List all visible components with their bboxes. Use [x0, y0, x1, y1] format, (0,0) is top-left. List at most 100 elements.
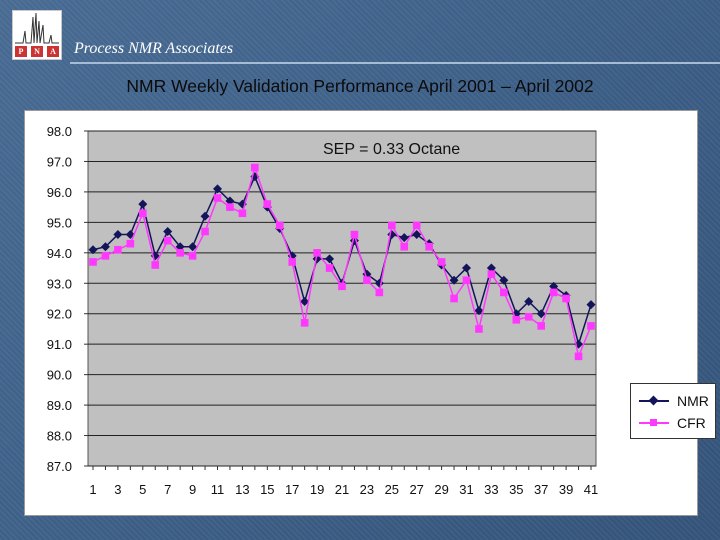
y-tick-label: 93.0 [47, 276, 72, 291]
data-point-cfr [388, 221, 396, 230]
legend-item-cfr: CFR [639, 414, 713, 432]
logo-letter-n: N [31, 46, 43, 57]
data-point-cfr [475, 325, 483, 333]
x-tick-label: 3 [114, 482, 121, 497]
header-divider [70, 62, 720, 64]
data-point-cfr [524, 312, 533, 321]
data-point-cfr [163, 236, 172, 245]
company-logo: P N A [12, 10, 62, 60]
y-tick-label: 94.0 [47, 246, 72, 261]
legend-label-nmr: NMR [677, 393, 709, 409]
y-tick-label: 97.0 [47, 154, 72, 169]
x-tick-label: 9 [189, 482, 196, 497]
data-point-cfr [437, 258, 446, 266]
y-tick-label: 92.0 [47, 307, 72, 322]
data-point-cfr [114, 245, 122, 254]
data-point-cfr [412, 221, 421, 230]
data-point-nmr [499, 275, 509, 285]
data-point-nmr [125, 230, 135, 240]
x-tick-label: 29 [434, 482, 448, 497]
x-tick-label: 11 [211, 482, 225, 497]
chart-panel: 98.0 97.0 96.0 95.0 94.0 93.0 92.0 91.0 90.0 89.0… [24, 110, 716, 516]
data-point-cfr [574, 352, 583, 361]
data-point-cfr [139, 209, 147, 218]
data-point-cfr [126, 239, 135, 248]
y-tick-label: 89.0 [47, 398, 72, 413]
x-tick-label: 37 [534, 482, 548, 497]
x-tick-label: 41 [584, 482, 598, 497]
data-point-nmr [100, 242, 110, 252]
data-point-cfr [500, 288, 508, 297]
x-tick-label: 7 [164, 482, 171, 497]
y-tick-label: 98.0 [47, 124, 72, 139]
data-point-cfr [226, 203, 234, 211]
logo-letter-a: A [47, 46, 59, 57]
data-point-cfr [300, 319, 309, 327]
data-point-cfr [450, 294, 458, 303]
data-point-cfr [462, 276, 471, 285]
data-point-nmr [138, 199, 148, 209]
data-point-nmr [175, 242, 185, 252]
x-tick-label: 19 [310, 482, 324, 497]
data-point-cfr [400, 242, 409, 251]
data-point-cfr [238, 209, 247, 218]
data-point-nmr [412, 230, 422, 240]
x-tick-label: 21 [335, 482, 349, 497]
data-point-nmr [213, 184, 222, 194]
data-point-cfr [213, 194, 222, 202]
legend-label-cfr: CFR [677, 415, 706, 431]
y-tick-label: 87.0 [47, 459, 72, 474]
x-tick-label: 27 [409, 482, 423, 497]
data-point-nmr [88, 245, 98, 255]
x-tick-label: 5 [139, 482, 146, 497]
data-point-nmr [374, 278, 384, 288]
data-point-cfr [350, 230, 359, 239]
data-point-cfr [487, 270, 496, 278]
diamond-marker-icon [648, 395, 659, 406]
data-point-nmr [225, 196, 235, 206]
data-point-cfr [288, 258, 296, 266]
x-tick-label: 15 [260, 482, 274, 497]
data-point-nmr [163, 227, 173, 236]
sep-annotation: SEP = 0.33 Octane [323, 141, 460, 158]
data-point-cfr [375, 288, 384, 297]
data-point-nmr [362, 269, 372, 279]
logo-letter-p: P [15, 46, 27, 57]
data-point-cfr [89, 258, 97, 266]
data-point-cfr [201, 227, 209, 236]
data-point-cfr [176, 249, 184, 257]
data-point-nmr [188, 242, 198, 252]
x-tick-label: 39 [559, 482, 573, 497]
x-tick-label: 31 [459, 482, 473, 497]
data-point-cfr [562, 294, 570, 303]
data-point-cfr [425, 242, 433, 251]
slide-title: NMR Weekly Validation Performance April … [126, 76, 594, 96]
data-point-nmr [325, 254, 335, 264]
data-point-cfr [549, 288, 558, 297]
x-tick-label: 35 [509, 482, 523, 497]
data-point-cfr [537, 322, 545, 330]
data-point-cfr [275, 221, 284, 230]
data-point-cfr [251, 163, 259, 172]
data-point-cfr [587, 322, 595, 330]
y-tick-label: 88.0 [47, 429, 72, 444]
data-point-nmr [449, 275, 459, 285]
data-point-nmr [300, 297, 310, 307]
data-point-nmr [511, 309, 521, 319]
nmr-spectrum-icon [15, 12, 59, 44]
x-tick-label: 33 [484, 482, 498, 497]
data-point-nmr [462, 263, 471, 273]
data-point-nmr [399, 233, 409, 243]
y-tick-label: 95.0 [47, 215, 72, 230]
data-point-nmr [549, 281, 559, 291]
logo-letters: P N A [13, 46, 61, 57]
x-tick-label: 23 [360, 482, 374, 497]
data-point-cfr [101, 252, 110, 260]
data-point-cfr [325, 264, 334, 272]
data-point-nmr [586, 300, 596, 310]
data-point-cfr [188, 252, 197, 260]
data-point-cfr [363, 276, 371, 285]
legend-item-nmr: NMR [639, 392, 713, 410]
y-tick-label: 96.0 [47, 185, 72, 200]
plot-area [87, 130, 597, 467]
